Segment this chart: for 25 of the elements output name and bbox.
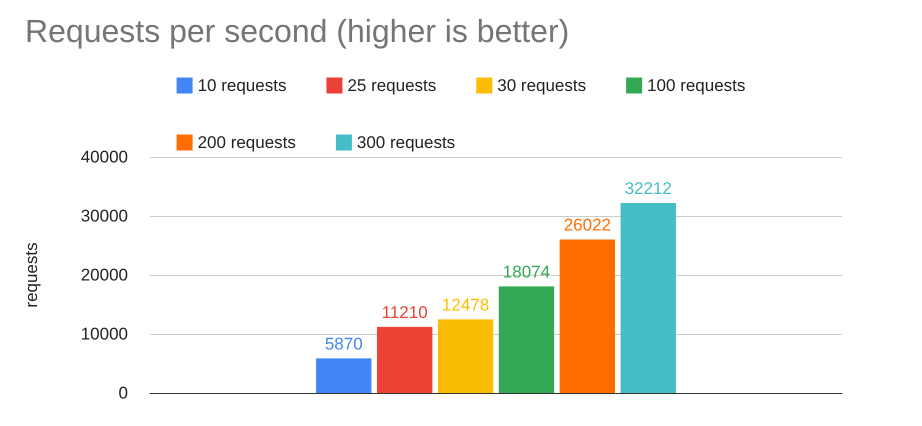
y-tick-label: 40000 bbox=[80, 148, 128, 166]
legend-label: 10 requests bbox=[198, 76, 286, 95]
bar bbox=[560, 239, 616, 393]
bar bbox=[376, 326, 432, 393]
data-label: 18074 bbox=[502, 262, 550, 282]
y-tick-label: 0 bbox=[118, 384, 128, 402]
data-label: 26022 bbox=[564, 215, 611, 234]
y-tick-label: 10000 bbox=[80, 324, 128, 344]
legend-label: 300 requests bbox=[356, 133, 456, 152]
bar bbox=[498, 286, 554, 393]
bar bbox=[316, 358, 372, 393]
legend-label: 25 requests bbox=[347, 76, 436, 95]
bar bbox=[438, 319, 494, 393]
chart-title: Requests per second (higher is better) bbox=[25, 13, 570, 49]
legend-label: 30 requests bbox=[497, 76, 586, 95]
data-label: 5870 bbox=[324, 334, 363, 354]
bar bbox=[620, 202, 676, 393]
data-label: 32212 bbox=[624, 178, 672, 198]
data-label: 11210 bbox=[382, 302, 428, 322]
y-tick-label: 30000 bbox=[80, 206, 128, 226]
data-label: 12478 bbox=[442, 295, 490, 314]
legend-label: 200 requests bbox=[198, 133, 296, 152]
y-tick-label: 20000 bbox=[80, 266, 128, 284]
legend-label: 100 requests bbox=[647, 76, 746, 95]
y-axis-title: requests bbox=[22, 242, 41, 308]
